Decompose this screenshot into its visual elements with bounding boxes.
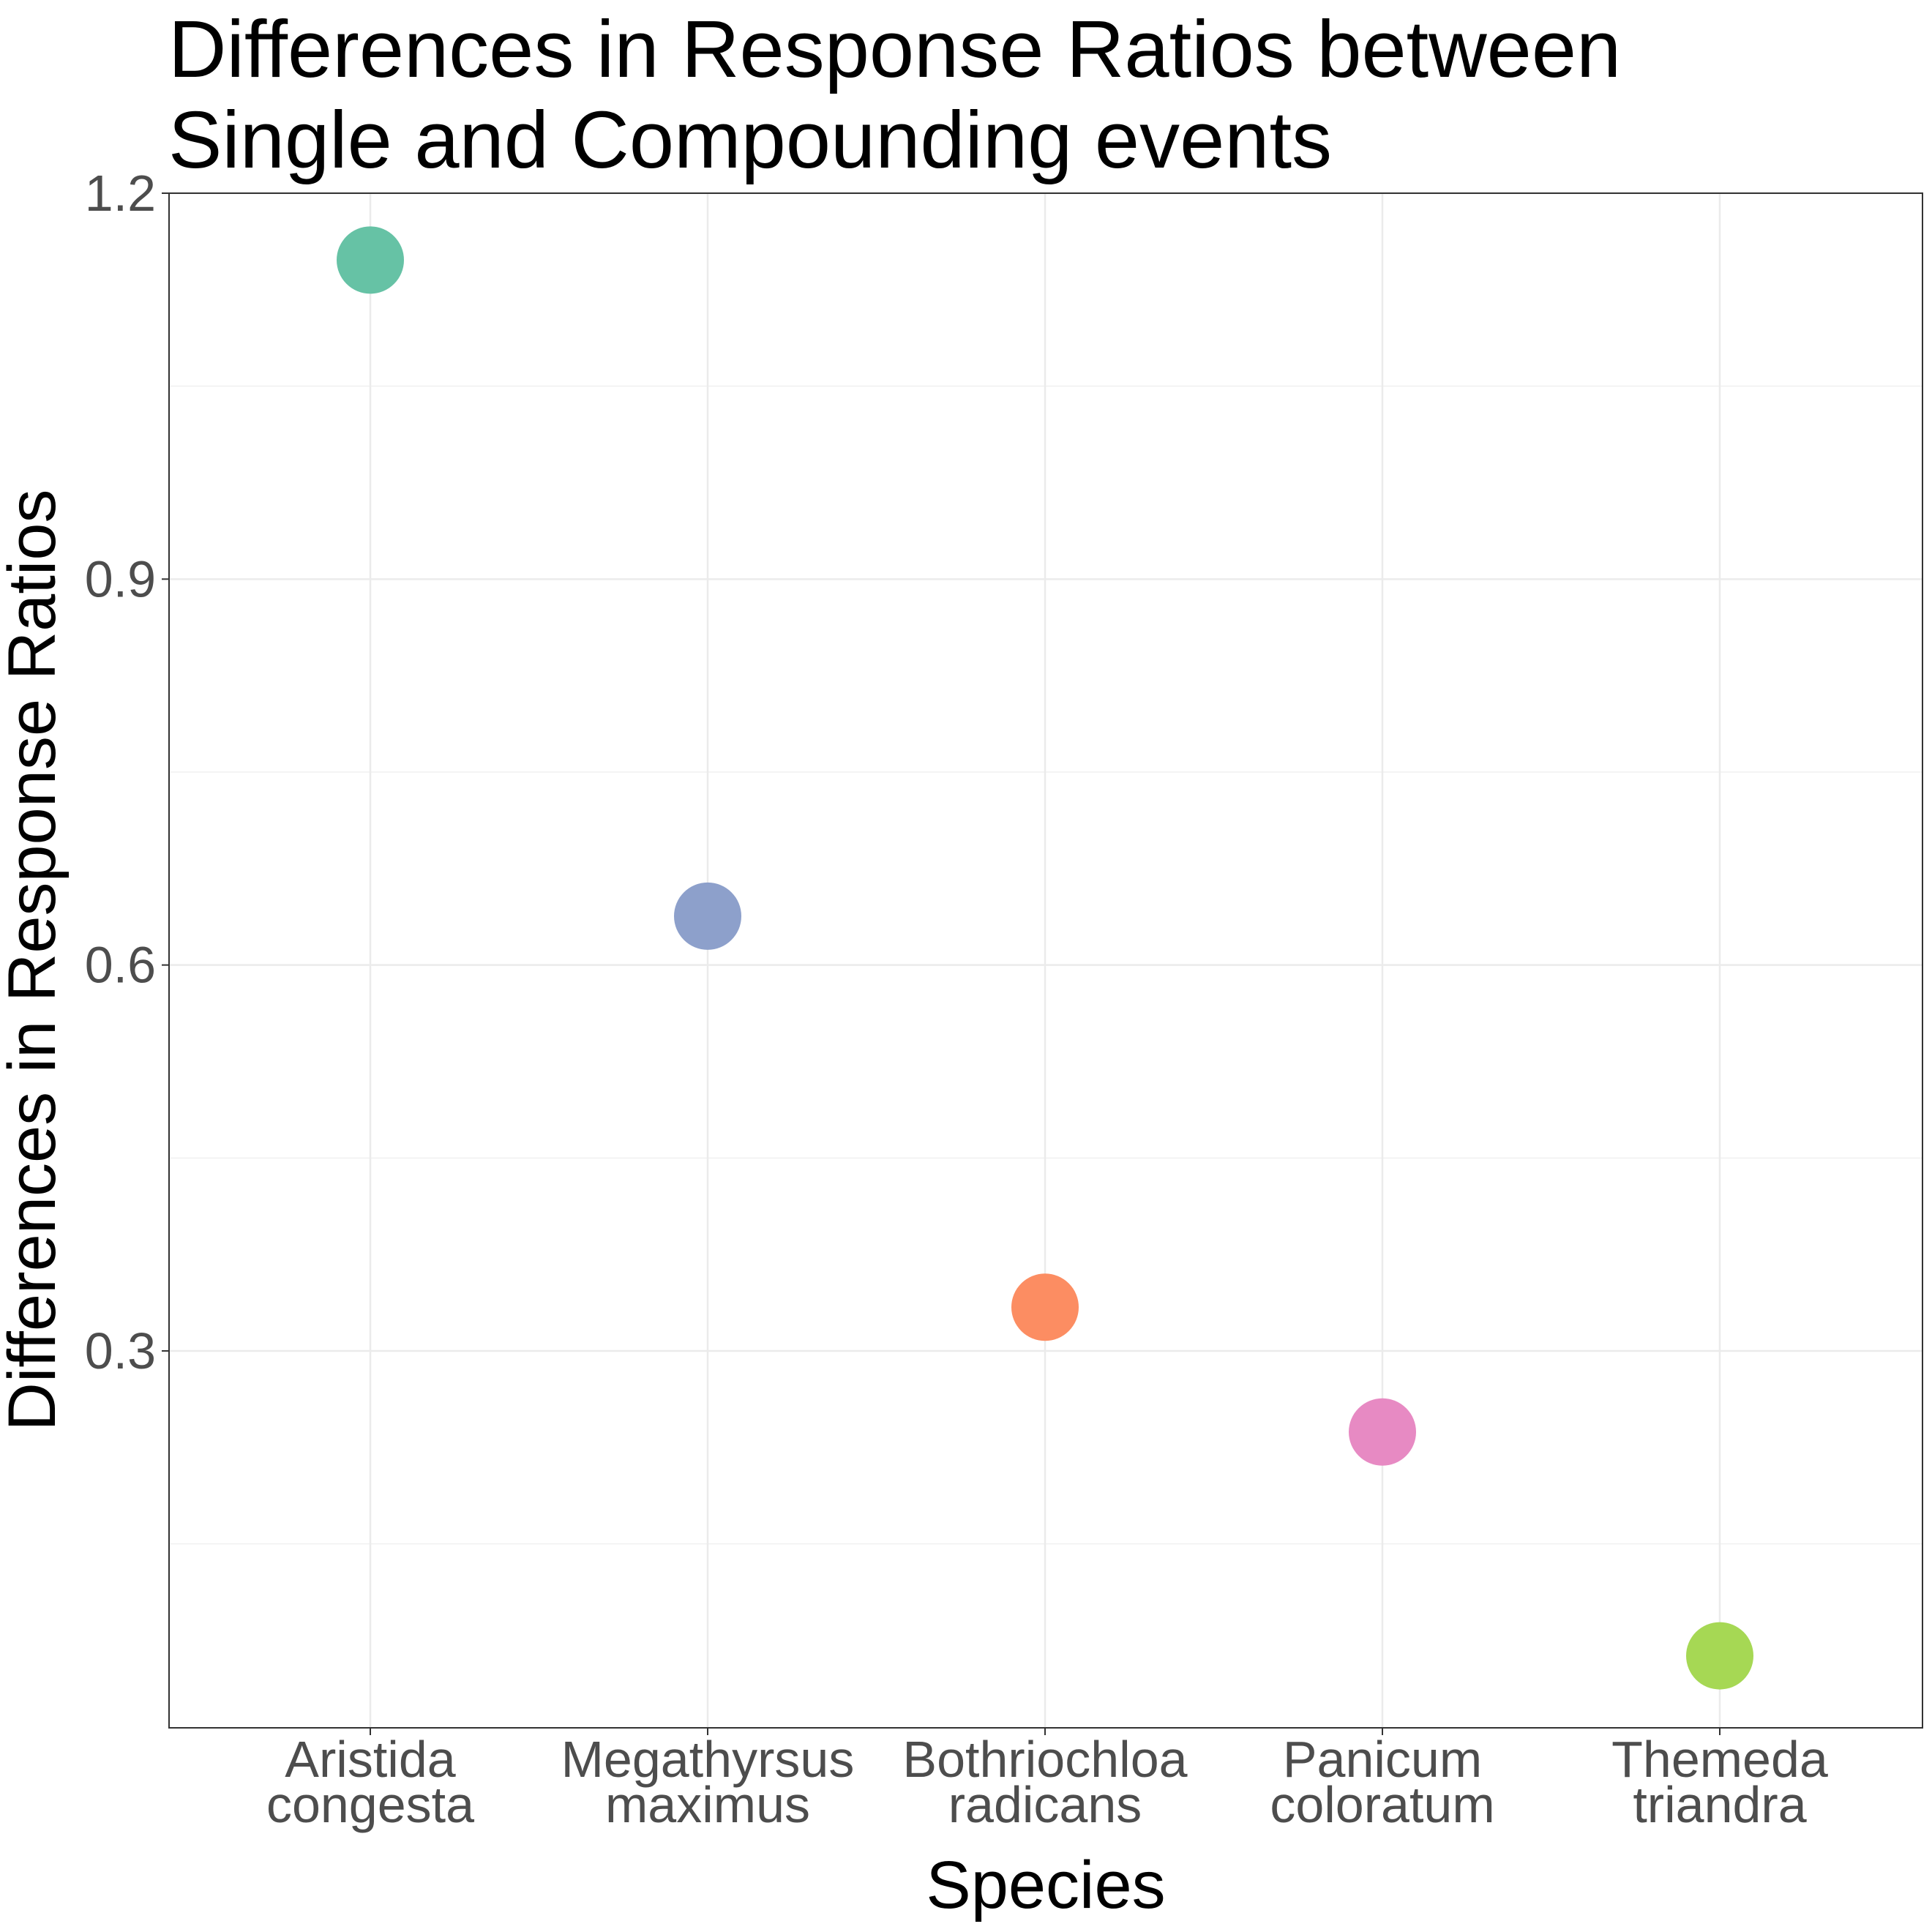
y-axis-title: Differences in Response Ratios <box>0 490 70 1431</box>
data-points <box>337 226 1753 1690</box>
data-point <box>1686 1622 1753 1690</box>
x-tick-label: Megathyrsus <box>561 1731 855 1788</box>
y-tick-label: 1.2 <box>85 165 156 222</box>
x-tick-label: congesta <box>266 1776 474 1833</box>
x-axis-title: Species <box>926 1848 1165 1922</box>
data-point <box>1011 1273 1079 1341</box>
chart-title-line-1: Differences in Response Ratios between <box>168 4 1622 94</box>
x-tick-label: maximus <box>605 1776 810 1833</box>
data-point <box>1349 1398 1416 1466</box>
chart-title: Differences in Response Ratios between S… <box>168 4 1621 186</box>
y-tick-label: 0.9 <box>85 550 156 607</box>
x-tick-label: Bothriochloa <box>902 1731 1187 1788</box>
x-tick-label: coloratum <box>1270 1776 1494 1833</box>
x-tick-label: radicans <box>948 1776 1142 1833</box>
data-point <box>674 882 741 950</box>
x-tick-label: Aristida <box>285 1731 455 1788</box>
data-point <box>337 226 404 294</box>
x-tick-label: Themeda <box>1611 1731 1828 1788</box>
y-tick-label: 0.6 <box>85 937 156 994</box>
chart-title-line-2: Single and Compounding events <box>168 95 1333 185</box>
x-tick-label: triandra <box>1633 1776 1806 1833</box>
y-tick-label: 0.3 <box>85 1322 156 1379</box>
x-tick-label: Panicum <box>1283 1731 1482 1788</box>
